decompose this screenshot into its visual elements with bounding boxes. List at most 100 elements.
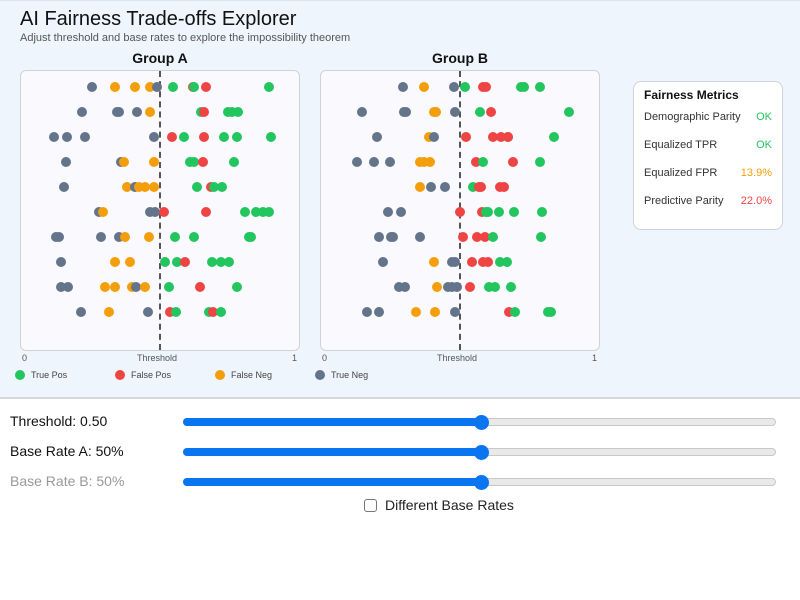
true-negative-dot <box>357 107 368 117</box>
axis-threshold-label: Threshold <box>437 353 478 363</box>
false-negative-dot <box>419 82 430 92</box>
false-positive-dot <box>208 307 219 317</box>
true-positive-dot <box>265 132 276 142</box>
false-positive-dot <box>460 132 471 142</box>
axis-min-label: 0 <box>322 353 328 363</box>
true-negative-dot <box>397 82 408 92</box>
true-positive-dot <box>478 157 489 167</box>
true-positive-dot <box>509 307 520 317</box>
visualization-area: AI Fairness Trade-offs Explorer Adjust t… <box>0 0 800 399</box>
true-positive-dot <box>264 207 275 217</box>
true-positive-dot <box>191 182 202 192</box>
metric-predictive-parity: Predictive Parity 22.0% <box>644 195 772 207</box>
true-positive-dot <box>246 232 257 242</box>
false-positive-dot <box>508 157 519 167</box>
true-negative-dot <box>385 157 396 167</box>
false-negative-dot <box>140 282 151 292</box>
true-positive-dot <box>536 207 547 217</box>
true-positive-dot <box>264 82 275 92</box>
axis-min-label: 0 <box>22 353 28 363</box>
base-rate-a-slider[interactable] <box>183 445 776 460</box>
slider-handle[interactable] <box>473 475 489 490</box>
base-rate-b-label: Base Rate B: 50% <box>10 473 125 489</box>
false-positive-dot <box>466 257 477 267</box>
slider-handle[interactable] <box>473 445 489 460</box>
true-positive-dot <box>258 207 269 217</box>
false-positive-dot <box>486 107 496 117</box>
false-negative-dot <box>129 82 140 92</box>
true-positive-dot <box>228 157 239 167</box>
false-positive-dot <box>180 257 191 267</box>
axis-max-label: 1 <box>592 353 598 363</box>
false-positive-dot <box>197 157 208 167</box>
true-positive-dot <box>215 307 226 317</box>
true-negative-dot <box>361 307 372 317</box>
false-negative-dot <box>431 107 442 117</box>
true-positive-dot <box>231 282 242 292</box>
true-negative-dot <box>452 282 462 292</box>
different-base-rates-checkbox[interactable] <box>364 498 377 512</box>
false-negative-dot <box>410 307 421 317</box>
true-positive-dot <box>509 207 520 217</box>
true-negative-dot <box>450 107 461 117</box>
axis-threshold-label: Threshold <box>137 353 178 363</box>
true-negative-dot <box>388 232 399 242</box>
false-negative-dot <box>144 232 155 242</box>
true-positive-dot <box>218 132 229 142</box>
false-positive-dot <box>472 232 483 242</box>
true-pos-swatch-icon <box>15 370 25 380</box>
true-positive-dot <box>178 132 189 142</box>
group-b-title: Group B <box>432 50 488 66</box>
true-positive-dot <box>483 207 494 217</box>
true-negative-dot <box>144 207 155 217</box>
true-negative-dot <box>400 107 411 117</box>
true-positive-dot <box>169 232 180 242</box>
true-negative-dot <box>150 207 161 217</box>
legend-false-pos: False Pos <box>115 370 171 380</box>
true-negative-dot <box>76 107 87 117</box>
false-negative-dot <box>415 182 426 192</box>
base-rate-b-slider[interactable] <box>183 475 776 490</box>
false-negative-dot <box>122 182 133 192</box>
false-negative-dot <box>149 182 160 192</box>
legend-false-neg: False Neg <box>215 370 272 380</box>
false-negative-dot <box>419 157 430 167</box>
true-negative-dot <box>152 82 162 92</box>
false-positive-dot <box>455 207 465 217</box>
different-base-rates-toggle[interactable]: Different Base Rates <box>364 497 514 513</box>
false-negative-dot <box>125 257 136 267</box>
true-negative-dot <box>149 132 160 142</box>
true-positive-dot <box>494 257 505 267</box>
true-negative-dot <box>113 107 124 117</box>
true-positive-dot <box>215 257 226 267</box>
true-negative-dot <box>372 132 383 142</box>
false-negative-dot <box>119 157 130 167</box>
true-negative-dot <box>95 232 106 242</box>
false-positive-dot <box>487 132 498 142</box>
true-positive-dot <box>172 257 183 267</box>
true-positive-dot <box>475 107 486 117</box>
false-negative-dot <box>104 307 115 317</box>
true-negative-dot <box>382 207 393 217</box>
true-positive-dot <box>502 257 513 267</box>
true-negative-dot <box>400 282 411 292</box>
true-positive-dot <box>506 282 517 292</box>
false-negative-dot <box>429 307 440 317</box>
false-positive-dot <box>159 207 170 217</box>
false-positive-dot <box>503 307 514 317</box>
true-positive-dot <box>163 282 174 292</box>
true-positive-dot <box>468 182 479 192</box>
false-negative-dot <box>134 182 145 192</box>
true-positive-dot <box>240 207 251 217</box>
true-positive-dot <box>227 107 238 117</box>
metric-equalized-tpr: Equalized TPR OK <box>644 139 772 151</box>
false-positive-dot <box>199 107 210 117</box>
false-positive-dot <box>200 82 211 92</box>
threshold-label: Threshold: 0.50 <box>10 413 108 429</box>
true-negative-dot <box>63 282 74 292</box>
slider-handle[interactable] <box>473 415 489 430</box>
true-negative-dot <box>54 232 65 242</box>
true-negative-dot <box>373 307 384 317</box>
threshold-slider[interactable] <box>183 415 776 430</box>
true-positive-dot <box>171 307 182 317</box>
